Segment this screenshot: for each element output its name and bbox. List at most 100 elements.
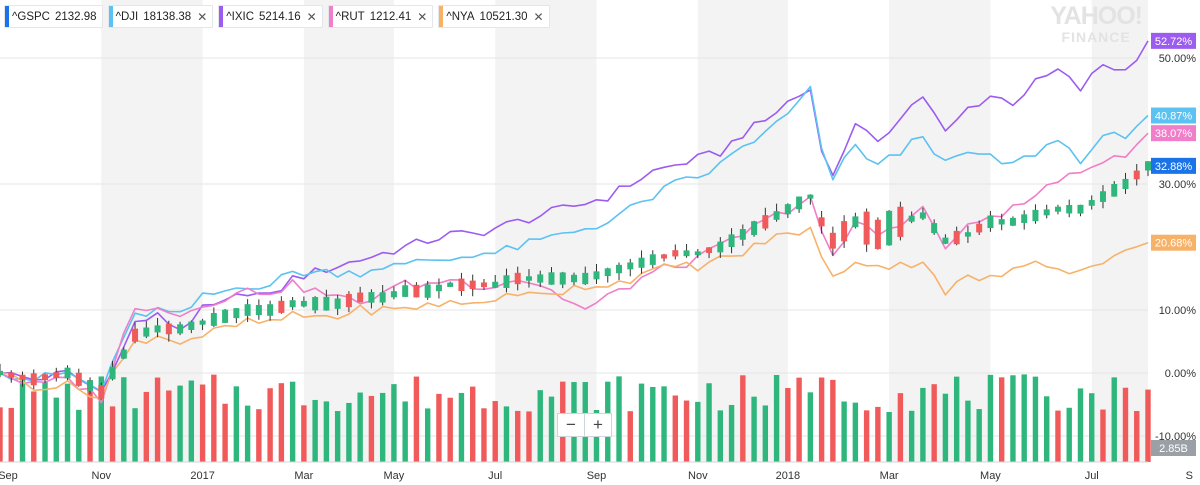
candle-body <box>987 215 994 229</box>
candle-body <box>402 285 409 297</box>
volume-bar <box>751 396 757 462</box>
volume-bar <box>796 377 802 462</box>
end-label-gspc: 32.88% <box>1151 157 1196 174</box>
volume-bar <box>886 411 892 462</box>
volume-bar <box>87 380 93 462</box>
candle-body <box>514 272 521 285</box>
comparison-legend: ^GSPC 2132.98 ^DJI 18138.38 ✕ ^IXIC 5214.16 ✕ ^R… <box>4 5 550 28</box>
volume-bar <box>807 392 814 462</box>
candle-body <box>751 221 758 235</box>
volume-bar <box>841 401 847 462</box>
close-icon[interactable]: ✕ <box>306 9 317 24</box>
legend-chip-dji[interactable]: ^DJI 18138.38 ✕ <box>107 5 214 28</box>
volume-bar <box>706 383 712 462</box>
x-tick-label: Jul <box>488 470 502 482</box>
volume-bar <box>1145 389 1151 462</box>
candle-body <box>841 221 848 242</box>
candle-body <box>1122 178 1129 190</box>
candle-body <box>1088 200 1095 206</box>
volume-bar <box>31 391 37 462</box>
candle-body <box>368 292 375 303</box>
candle-body <box>0 370 3 376</box>
volume-bar <box>728 404 735 462</box>
x-tick-label: May <box>980 470 1001 482</box>
close-icon[interactable]: ✕ <box>417 9 428 24</box>
zoom-out-icon: − <box>566 415 576 434</box>
candle-body <box>255 304 262 316</box>
legend-chip-nya[interactable]: ^NYA 10521.30 ✕ <box>438 5 550 28</box>
x-tick-label: Nov <box>688 470 708 482</box>
candle-body <box>379 292 386 303</box>
volume-bar <box>447 397 453 462</box>
svg-text:20.68%: 20.68% <box>1155 238 1193 250</box>
legend-value: 2132.98 <box>55 10 97 23</box>
volume-bar <box>672 395 678 462</box>
volume-bar <box>1044 396 1050 462</box>
volume-bar <box>436 393 442 462</box>
candle-body <box>706 247 713 253</box>
volume-bar <box>638 383 645 462</box>
volume-bar <box>931 384 937 462</box>
x-tick-label: May <box>384 470 405 482</box>
volume-bar <box>1077 388 1084 462</box>
volume-bar <box>1089 393 1095 462</box>
volume-bar <box>1032 376 1039 462</box>
legend-chip-rut[interactable]: ^RUT 1212.41 ✕ <box>327 5 434 28</box>
candle-body <box>199 320 206 325</box>
candle-body <box>278 300 285 313</box>
volume-bar <box>818 377 825 462</box>
x-tick-label: Sep <box>587 470 607 482</box>
volume-bar <box>76 409 82 462</box>
legend-chip-ixic[interactable]: ^IXIC 5214.16 ✕ <box>218 5 323 28</box>
close-icon[interactable]: ✕ <box>533 9 544 24</box>
candle-body <box>492 281 499 288</box>
close-icon[interactable]: ✕ <box>197 9 208 24</box>
logo-line2: FINANCE <box>1061 29 1131 45</box>
volume-bar <box>548 396 555 462</box>
candle-body <box>323 296 330 311</box>
volume-bar <box>1055 410 1061 462</box>
candle-body <box>976 223 983 233</box>
candle-body <box>42 374 49 381</box>
volume-bar <box>424 408 431 462</box>
candle-body <box>267 304 274 316</box>
x-tick-label: Mar <box>294 470 313 482</box>
candle-body <box>548 272 555 285</box>
volume-bar <box>19 377 26 462</box>
series-line-dji <box>0 85 1149 392</box>
candle-body <box>64 367 71 379</box>
legend-symbol: ^DJI <box>115 10 139 23</box>
zoom-out-button[interactable]: − <box>557 413 585 437</box>
volume-bar <box>233 386 240 462</box>
volume-bar <box>256 409 262 462</box>
volume-bar <box>1111 377 1117 462</box>
volume-bar <box>942 393 949 462</box>
candle-body <box>345 293 352 308</box>
candle-body <box>480 282 487 288</box>
candle-body <box>300 300 307 307</box>
candle-body <box>210 313 217 326</box>
volume-bar <box>965 400 971 462</box>
volume-bar <box>53 397 59 462</box>
end-labels: 52.72% 40.87% 38.07% 32.88% 20.68% 2.85B <box>1151 32 1196 456</box>
legend-chip-gspc[interactable]: ^GSPC 2132.98 <box>4 5 103 28</box>
month-band <box>303 0 394 462</box>
zoom-in-button[interactable]: + <box>585 413 612 437</box>
candle-body <box>571 274 577 283</box>
candle-body <box>177 324 184 334</box>
end-label-nya: 20.68% <box>1151 234 1196 251</box>
month-bands <box>101 0 1148 462</box>
volume-bar <box>334 411 341 462</box>
volume-bar <box>1066 407 1072 462</box>
volume-bar <box>976 409 982 462</box>
volume-bar <box>717 410 724 462</box>
candle-body <box>694 251 701 256</box>
candle-body <box>435 284 442 292</box>
candle-body <box>886 210 893 246</box>
gspc-candles <box>0 161 1151 400</box>
candle-body <box>1099 191 1106 202</box>
volume-bar <box>177 385 183 462</box>
candle-body <box>807 194 814 199</box>
x-tick-label: 2017 <box>190 470 214 482</box>
candle-body <box>942 237 949 244</box>
